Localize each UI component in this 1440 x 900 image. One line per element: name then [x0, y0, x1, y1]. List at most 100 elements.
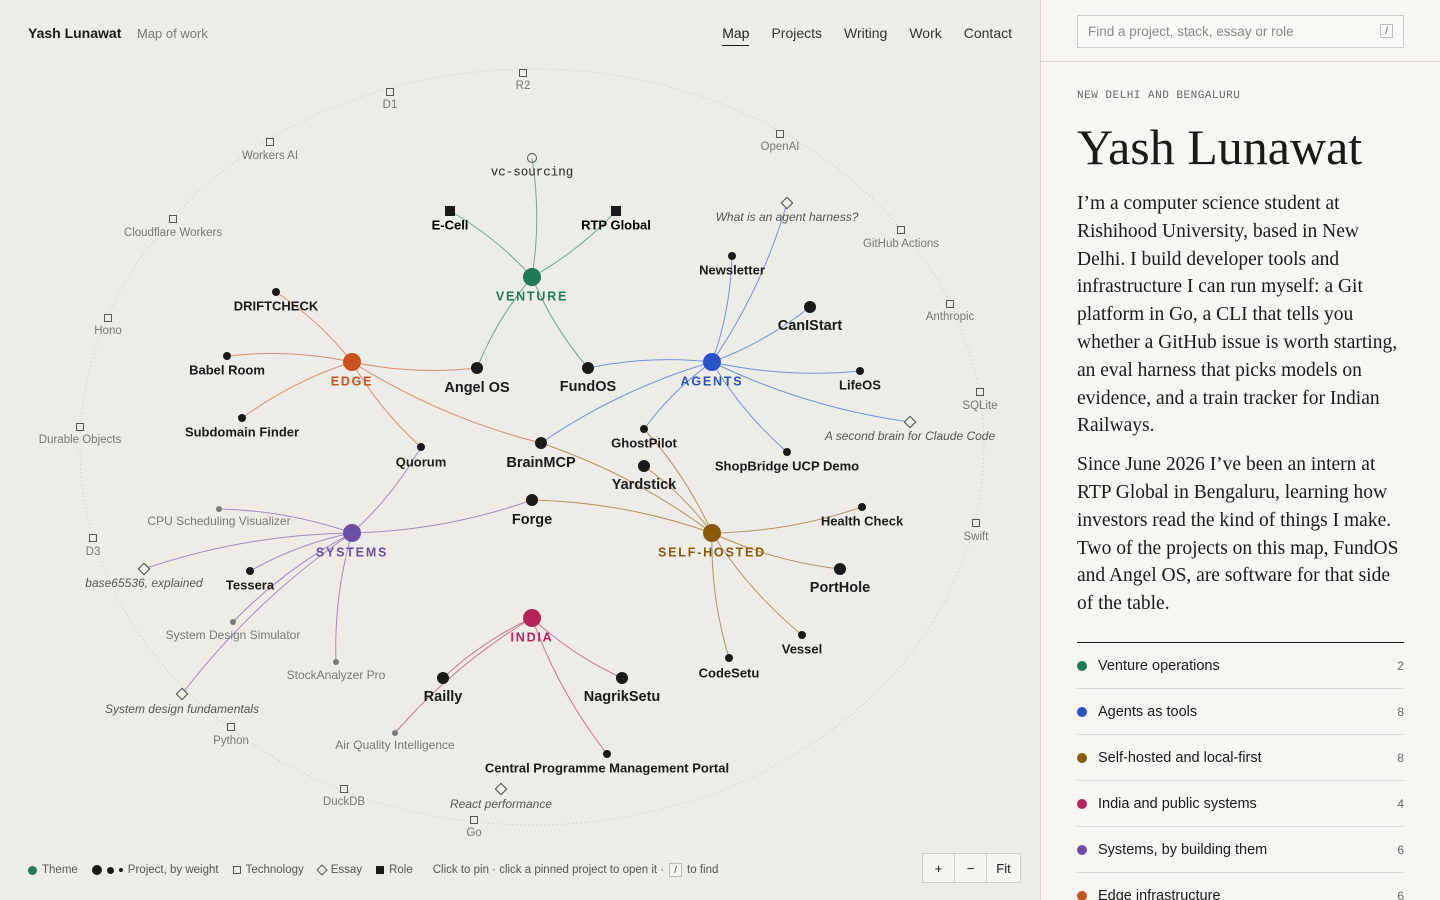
role-node[interactable] [611, 206, 621, 216]
project-node[interactable] [471, 362, 483, 374]
project-node[interactable] [798, 631, 806, 639]
theme-row[interactable]: Edge infrastructure 6 [1077, 873, 1404, 900]
nav-link[interactable]: Contact [963, 25, 1012, 41]
node[interactable]: R2 [516, 69, 531, 93]
node[interactable]: DRIFTCHECK [234, 288, 319, 313]
nav-link[interactable]: Map [722, 25, 750, 46]
technology-node[interactable] [897, 226, 905, 234]
zoom-button[interactable]: + [934, 860, 943, 876]
node[interactable]: Go [466, 816, 482, 840]
theme-row[interactable]: Venture operations 2 [1077, 643, 1404, 689]
node[interactable]: Air Quality Intelligence [335, 730, 455, 752]
node[interactable]: E-Cell [432, 206, 469, 232]
node[interactable]: LifeOS [839, 367, 881, 392]
node[interactable]: Python [213, 723, 249, 748]
project-node[interactable] [638, 460, 650, 472]
theme-node[interactable] [343, 524, 361, 542]
theme-node[interactable] [703, 353, 721, 371]
project-node[interactable] [216, 506, 222, 512]
node[interactable]: BrainMCP [506, 437, 576, 471]
essay-node[interactable] [137, 562, 151, 576]
project-node[interactable] [582, 362, 594, 374]
project-node[interactable] [223, 352, 231, 360]
theme-row[interactable]: Self-hosted and local-first 8 [1077, 735, 1404, 781]
node[interactable]: Yardstick [612, 460, 677, 493]
node[interactable]: Babel Room [189, 352, 265, 377]
node[interactable]: Subdomain Finder [185, 414, 299, 439]
node[interactable]: Vessel [782, 631, 823, 656]
node[interactable]: FundOS [560, 362, 617, 395]
project-node[interactable] [230, 619, 236, 625]
node[interactable]: Hono [94, 314, 122, 338]
node[interactable]: Cloudflare Workers [124, 215, 222, 240]
zoom-button[interactable]: Fit [986, 854, 1020, 882]
theme-node[interactable] [343, 353, 361, 371]
node[interactable]: StockAnalyzer Pro [287, 659, 386, 682]
project-node[interactable] [804, 301, 816, 313]
node[interactable]: GhostPilot [611, 425, 678, 450]
node[interactable]: Railly [424, 672, 463, 705]
node[interactable]: SYSTEMS [316, 524, 388, 559]
technology-node[interactable] [972, 519, 980, 527]
theme-row[interactable]: India and public systems 4 [1077, 781, 1404, 827]
node[interactable]: D1 [383, 88, 398, 112]
project-node[interactable] [603, 750, 611, 758]
project-node[interactable] [238, 414, 246, 422]
node[interactable]: vc-sourcing [491, 153, 574, 180]
theme-node[interactable] [523, 268, 541, 286]
idea-node[interactable] [527, 153, 537, 163]
project-node[interactable] [535, 437, 547, 449]
node[interactable]: DuckDB [323, 785, 366, 809]
node[interactable]: INDIA [510, 609, 553, 644]
nav-link[interactable]: Writing [844, 25, 888, 41]
technology-node[interactable] [386, 88, 394, 96]
node[interactable]: What is an agent harness? [716, 196, 859, 224]
brand[interactable]: Yash Lunawat [28, 25, 122, 41]
project-node[interactable] [858, 503, 866, 511]
technology-node[interactable] [89, 534, 97, 542]
zoom-button[interactable]: − [954, 854, 986, 882]
node[interactable]: GitHub Actions [863, 226, 939, 251]
node[interactable]: Tessera [226, 567, 275, 592]
node[interactable]: SQLite [962, 388, 998, 413]
project-node[interactable] [417, 443, 425, 451]
technology-node[interactable] [776, 130, 784, 138]
node[interactable]: Newsletter [699, 252, 765, 277]
project-node[interactable] [526, 494, 538, 506]
node[interactable]: A second brain for Claude Code [824, 415, 996, 443]
project-node[interactable] [640, 425, 648, 433]
node[interactable]: Workers AI [242, 138, 298, 163]
technology-node[interactable] [76, 423, 84, 431]
essay-node[interactable] [903, 415, 917, 429]
node[interactable]: CPU Scheduling Visualizer [147, 506, 291, 528]
role-node[interactable] [445, 206, 455, 216]
theme-node[interactable] [703, 524, 721, 542]
technology-node[interactable] [976, 388, 984, 396]
project-node[interactable] [783, 448, 791, 456]
node[interactable]: Angel OS [444, 362, 510, 396]
project-node[interactable] [333, 659, 339, 665]
node[interactable]: CodeSetu [699, 654, 760, 680]
theme-row[interactable]: Agents as tools 8 [1077, 689, 1404, 735]
theme-row[interactable]: Systems, by building them 6 [1077, 827, 1404, 873]
project-node[interactable] [392, 730, 398, 736]
technology-node[interactable] [519, 69, 527, 77]
technology-node[interactable] [946, 300, 954, 308]
theme-node[interactable] [523, 609, 541, 627]
node[interactable]: SELF-HOSTED [658, 524, 766, 559]
node[interactable]: Health Check [821, 503, 904, 528]
node[interactable]: base65536, explained [85, 562, 203, 590]
nav-link[interactable]: Projects [771, 25, 823, 41]
node[interactable]: System Design Simulator [166, 619, 301, 642]
node[interactable]: React performance [450, 782, 552, 811]
project-node[interactable] [725, 654, 733, 662]
essay-node[interactable] [494, 782, 508, 796]
project-node[interactable] [272, 288, 280, 296]
node[interactable]: OpenAI [761, 130, 800, 154]
project-node[interactable] [246, 567, 254, 575]
node[interactable]: RTP Global [581, 206, 651, 232]
technology-node[interactable] [169, 215, 177, 223]
node[interactable]: NagrikSetu [584, 672, 661, 705]
nav-link[interactable]: Work [909, 25, 942, 41]
technology-node[interactable] [340, 785, 348, 793]
